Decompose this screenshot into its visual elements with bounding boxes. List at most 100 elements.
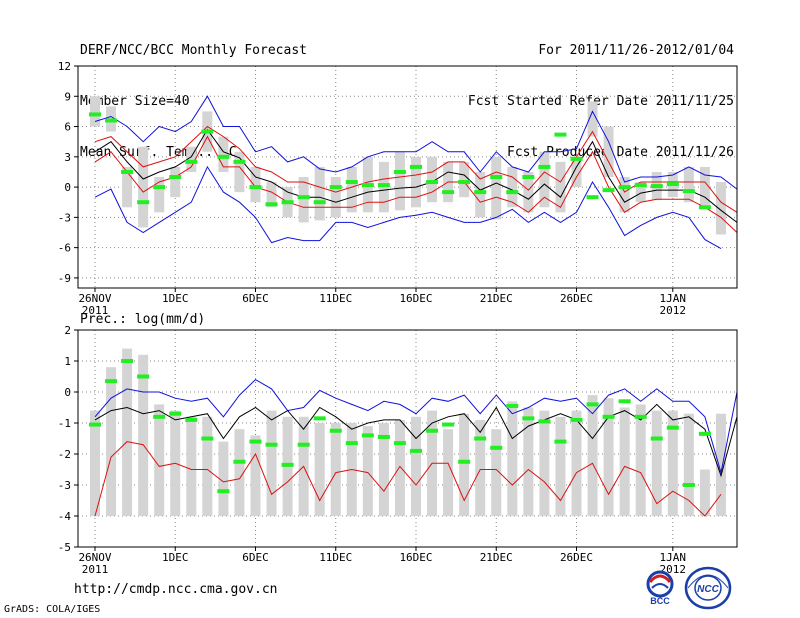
- x-tick-label: 1JAN: [660, 551, 687, 564]
- ensemble-box: [314, 166, 325, 221]
- median-bar: [586, 195, 599, 200]
- ensemble-box: [394, 151, 405, 211]
- median-bar: [217, 154, 230, 159]
- median-bar: [137, 374, 150, 379]
- max-line: [94, 378, 738, 473]
- y-tick-label: -4: [58, 510, 72, 523]
- y-tick-label: 0: [64, 181, 71, 194]
- ensemble-box: [683, 413, 694, 516]
- ensemble-box: [218, 136, 229, 172]
- y-tick-label: 2: [64, 324, 71, 337]
- median-bar: [121, 169, 134, 174]
- max-line: [94, 95, 738, 190]
- median-bar: [442, 190, 455, 195]
- median-bar: [586, 402, 599, 407]
- ensemble-box: [699, 166, 710, 208]
- x-tick-label: 11DEC: [319, 292, 352, 305]
- median-bar: [185, 159, 198, 164]
- median-bar: [490, 445, 503, 450]
- median-bar: [265, 202, 278, 207]
- x-tick-label: 6DEC: [242, 292, 269, 305]
- ensemble-box: [635, 404, 646, 516]
- median-bar: [698, 205, 711, 210]
- median-bar: [121, 359, 134, 363]
- ensemble-box: [427, 156, 438, 203]
- median-bar: [393, 169, 406, 174]
- median-bar: [682, 189, 695, 194]
- median-bar: [297, 195, 310, 200]
- median-bar: [313, 416, 326, 421]
- median-bar: [345, 441, 358, 446]
- ensemble-box: [651, 410, 662, 516]
- source-url[interactable]: http://cmdp.ncc.cma.gov.cn: [74, 582, 278, 597]
- y-tick-label: 9: [64, 90, 71, 103]
- y-tick-label: -1: [58, 417, 71, 430]
- median-bar: [137, 200, 150, 205]
- ensemble-box: [170, 166, 181, 198]
- median-bar: [634, 183, 647, 188]
- median-bar: [410, 164, 422, 169]
- y-tick-label: 6: [64, 121, 71, 134]
- median-bar: [201, 436, 214, 441]
- ensemble-box: [266, 410, 277, 516]
- median-bar: [426, 428, 439, 433]
- x-tick-label: 21DEC: [480, 292, 513, 305]
- median-bar: [377, 183, 390, 188]
- median-bar: [249, 439, 262, 444]
- median-bar: [153, 185, 166, 190]
- ensemble-box: [411, 416, 421, 516]
- x-tick-label: 16DEC: [399, 551, 432, 564]
- ensemble-box: [250, 166, 261, 203]
- ensemble-box: [459, 161, 470, 198]
- median-bar: [169, 175, 182, 179]
- median-bar: [458, 459, 471, 464]
- x-tick-label: 26NOV: [78, 292, 111, 305]
- ensemble-box: [122, 166, 133, 208]
- ensemble-box: [330, 423, 341, 516]
- ensemble-box: [138, 146, 149, 228]
- ensemble-box: [539, 151, 550, 208]
- x-tick-year-label: 2011: [82, 304, 109, 317]
- ensemble-box: [507, 166, 518, 208]
- median-bar: [506, 190, 519, 195]
- x-tick-year-label: 2012: [660, 304, 687, 317]
- ensemble-box: [555, 416, 566, 516]
- median-bar: [233, 459, 246, 464]
- median-bar: [554, 132, 567, 137]
- ensemble-box: [330, 177, 341, 218]
- median-bar: [570, 417, 583, 422]
- ensemble-box: [619, 407, 630, 516]
- ensemble-box: [475, 419, 486, 516]
- ensemble-box: [154, 177, 165, 213]
- y-tick-label: 3: [64, 151, 71, 164]
- median-bar: [217, 489, 230, 494]
- ensemble-box: [491, 156, 502, 220]
- ensemble-box: [667, 410, 678, 516]
- produced-date: Fcst Produced Date 2011/11/26: [507, 145, 734, 160]
- median-bar: [201, 129, 214, 134]
- median-bar: [377, 434, 390, 439]
- mean-line: [94, 128, 738, 223]
- median-bar: [458, 180, 471, 185]
- ensemble-box: [603, 126, 614, 177]
- ensemble-box: [571, 156, 582, 188]
- ensemble-box: [555, 161, 566, 213]
- y-tick-label: -2: [58, 448, 71, 461]
- median-bar: [313, 200, 326, 205]
- mean-line: [94, 403, 738, 478]
- median-bar: [329, 185, 342, 190]
- median-bar: [618, 399, 631, 404]
- median-bar: [474, 190, 487, 195]
- median-bar: [361, 183, 374, 188]
- ensemble-box: [122, 348, 133, 516]
- median-bar: [426, 180, 439, 185]
- ensemble-box: [523, 171, 534, 213]
- panel-title: Prec.: log(mm/d): [80, 312, 205, 327]
- ensemble-box: [443, 429, 454, 516]
- ensemble-box: [587, 395, 598, 516]
- y-tick-label: -5: [58, 541, 71, 554]
- y-tick-label: -6: [58, 242, 71, 255]
- median-bar: [634, 414, 647, 419]
